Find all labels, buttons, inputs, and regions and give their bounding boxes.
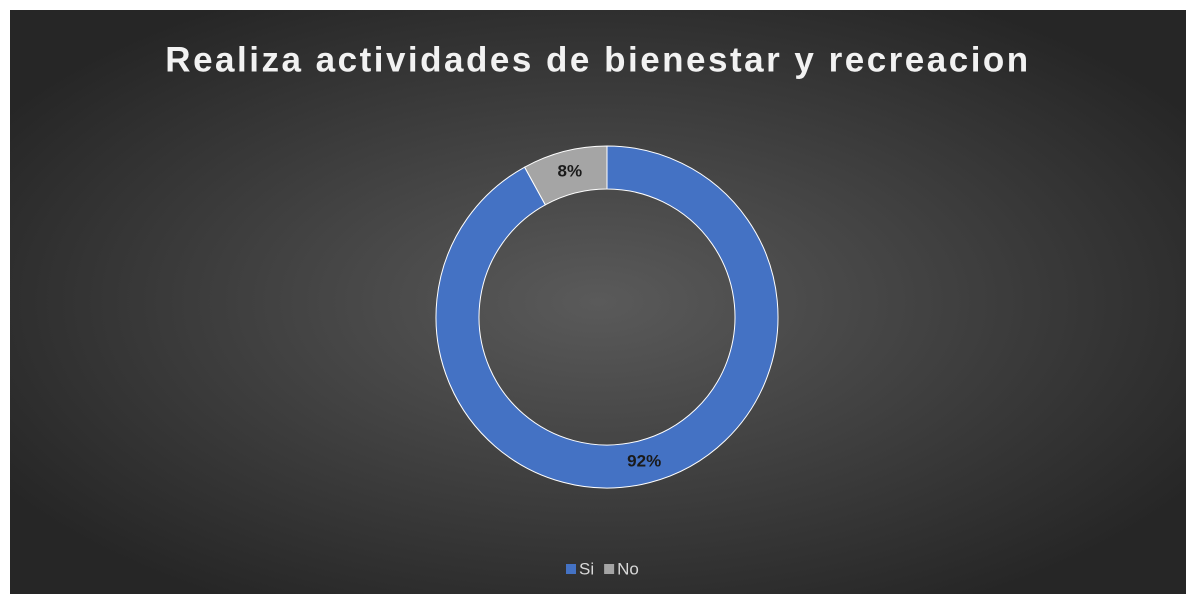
- legend-swatch: [566, 564, 576, 574]
- chart-title: Realiza actividades de bienestar y recre…: [165, 40, 1030, 79]
- slice: [435, 145, 779, 489]
- data-label: 8%: [558, 162, 583, 181]
- legend-label: Si: [579, 559, 594, 578]
- slice: [523, 145, 608, 206]
- legend-label: No: [617, 559, 639, 578]
- legend-swatch: [604, 564, 615, 574]
- chart-background: [10, 10, 1186, 594]
- data-label: 92%: [627, 451, 661, 470]
